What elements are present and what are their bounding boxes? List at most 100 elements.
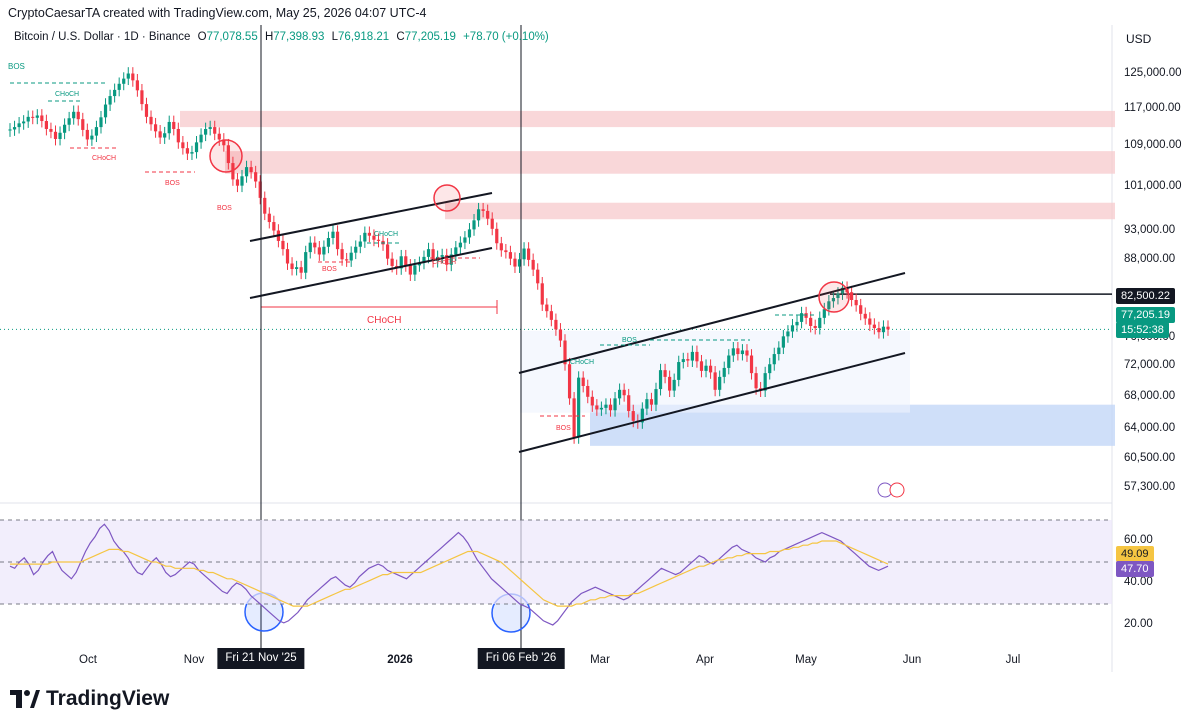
high-label: H (264, 31, 274, 43)
candle-body (181, 142, 185, 149)
candle-body (799, 313, 804, 322)
candle-body (117, 83, 121, 90)
candle-body (499, 243, 503, 251)
candle-body (58, 132, 62, 139)
time-tick-label: Nov (183, 654, 205, 666)
structure-label: BOS (165, 180, 180, 187)
candle-body (35, 115, 39, 118)
candle-body (345, 259, 349, 261)
candle-body (531, 259, 535, 270)
candle-body (809, 317, 813, 326)
candle-body (94, 127, 99, 136)
candle-body (204, 128, 208, 135)
rsi-value-tag: 47.70 (1116, 561, 1154, 577)
supply-zone (180, 110, 1115, 128)
candle-body (658, 370, 663, 390)
price-tick-label: 117,000.00 (1124, 101, 1181, 114)
candle-body (772, 354, 776, 365)
candle-body (308, 242, 312, 253)
candle-body (736, 348, 740, 355)
candle-body (376, 239, 381, 241)
structure-label: CHoCH (92, 155, 117, 162)
candle-body (476, 209, 481, 221)
candle-body (372, 235, 376, 240)
candle-body (417, 262, 422, 266)
candle-body (472, 220, 476, 230)
candle-body (754, 373, 758, 389)
candle-body (53, 131, 58, 139)
candle-body (859, 305, 863, 314)
candle-body (577, 377, 581, 438)
highlight-circle (433, 184, 461, 212)
flag-icon (889, 482, 905, 498)
candle-body (458, 242, 462, 248)
candle-body (40, 115, 44, 122)
candle-body (185, 148, 190, 154)
price-tick-label: 101,000.00 (1124, 179, 1182, 192)
candle-body (854, 299, 858, 306)
price-tick-label: 125,000.00 (1124, 66, 1182, 79)
candle-body (795, 321, 799, 326)
candle-body (272, 222, 276, 231)
candle-body (258, 181, 262, 198)
candle-body (481, 209, 485, 211)
candle-body (490, 218, 494, 229)
candle-body (827, 301, 831, 310)
time-tick-label: Jul (1005, 654, 1021, 666)
candle-body (431, 249, 435, 262)
candle-body (604, 404, 608, 408)
currency-label[interactable]: USD (1126, 32, 1152, 46)
candle-body (31, 116, 35, 118)
candle-body (349, 252, 353, 261)
change-value: +78.70 (+0.10%) (463, 31, 549, 43)
candle-body (399, 256, 403, 269)
candle-body (463, 237, 467, 243)
candle-body (163, 133, 167, 138)
candle-body (153, 124, 158, 132)
candle-body (763, 373, 767, 391)
candle-body (672, 379, 676, 391)
candle-body (244, 167, 249, 177)
candle-body (85, 129, 89, 140)
candle-body (627, 395, 631, 412)
candle-body (840, 287, 845, 294)
structure-label: BOS (556, 425, 571, 432)
candle-body (517, 259, 522, 267)
price-tick-label: 72,000.00 (1124, 359, 1176, 372)
candle-body (267, 213, 271, 223)
candle-body (62, 124, 67, 133)
candle-body (581, 377, 585, 386)
price-tick-label: 109,000.00 (1124, 139, 1182, 152)
time-tick-label: Mar (590, 654, 610, 666)
candle-body (222, 139, 226, 146)
candle-body (586, 385, 590, 397)
candle-body (103, 104, 108, 118)
countdown-tag: 15:52:38 (1116, 322, 1169, 338)
candle-body (836, 293, 840, 299)
candle-body (449, 254, 453, 265)
candle-body (49, 128, 53, 132)
candle-body (317, 247, 321, 255)
structure-label: CHoCH (374, 231, 399, 238)
candle-body (235, 179, 240, 186)
candle-body (290, 263, 294, 270)
candle-body (617, 389, 622, 399)
candle-body (745, 350, 749, 356)
candle-body (240, 176, 244, 186)
close-label: C (396, 31, 405, 43)
candle-body (313, 242, 317, 248)
candle-body (226, 145, 230, 164)
candle-body (713, 372, 717, 390)
low-value: 76,918.21 (338, 31, 390, 43)
candle-body (645, 399, 649, 409)
candle-body (194, 142, 199, 153)
candle-body (335, 231, 340, 250)
rsi-line (9, 523, 889, 626)
candle-body (404, 256, 408, 266)
tradingview-logo[interactable]: TradingView (10, 687, 169, 711)
structure-label: CHoCH (55, 91, 80, 98)
candle-body (554, 319, 558, 330)
candle-body (295, 267, 299, 270)
candle-body (863, 313, 867, 319)
